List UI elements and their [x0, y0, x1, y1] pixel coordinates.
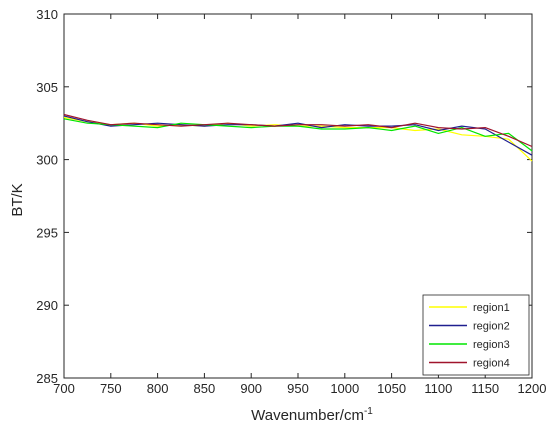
x-tick-label: 1200 — [518, 381, 547, 396]
y-tick-label: 285 — [36, 371, 58, 386]
x-tick-label: 1000 — [330, 381, 359, 396]
y-axis-label: BT/K — [9, 183, 26, 216]
y-tick-label: 290 — [36, 298, 58, 313]
x-tick-label: 1050 — [377, 381, 406, 396]
series-line-region4 — [63, 113, 533, 148]
legend-label: region3 — [473, 339, 510, 351]
x-tick-label: 850 — [194, 381, 216, 396]
series-lines — [63, 113, 533, 162]
x-axis-label-text: Wavenumber/cm — [251, 407, 364, 424]
legend-label: region4 — [473, 358, 510, 370]
x-tick-label: 1150 — [471, 381, 499, 396]
series-line-region3 — [63, 118, 533, 152]
x-axis-label-exponent: -1 — [364, 406, 373, 417]
y-tick-label: 295 — [36, 225, 58, 240]
x-axis-label: Wavenumber/cm-1 — [251, 406, 373, 424]
legend-label: region2 — [473, 321, 510, 333]
x-tick-label: 1100 — [424, 381, 452, 396]
y-tick-label: 300 — [36, 153, 58, 168]
y-tick-label: 305 — [36, 80, 58, 95]
legend-label: region1 — [473, 302, 510, 314]
legend-box — [422, 294, 530, 376]
x-tick-label: 750 — [100, 381, 122, 396]
x-tick-label: 700 — [53, 381, 75, 396]
x-tick-label: 950 — [287, 381, 309, 396]
y-tick-label: 310 — [36, 7, 58, 22]
legend: region1 region2 region3 region4 — [422, 294, 530, 376]
x-tick-label: 900 — [240, 381, 262, 396]
x-tick-label: 800 — [147, 381, 169, 396]
